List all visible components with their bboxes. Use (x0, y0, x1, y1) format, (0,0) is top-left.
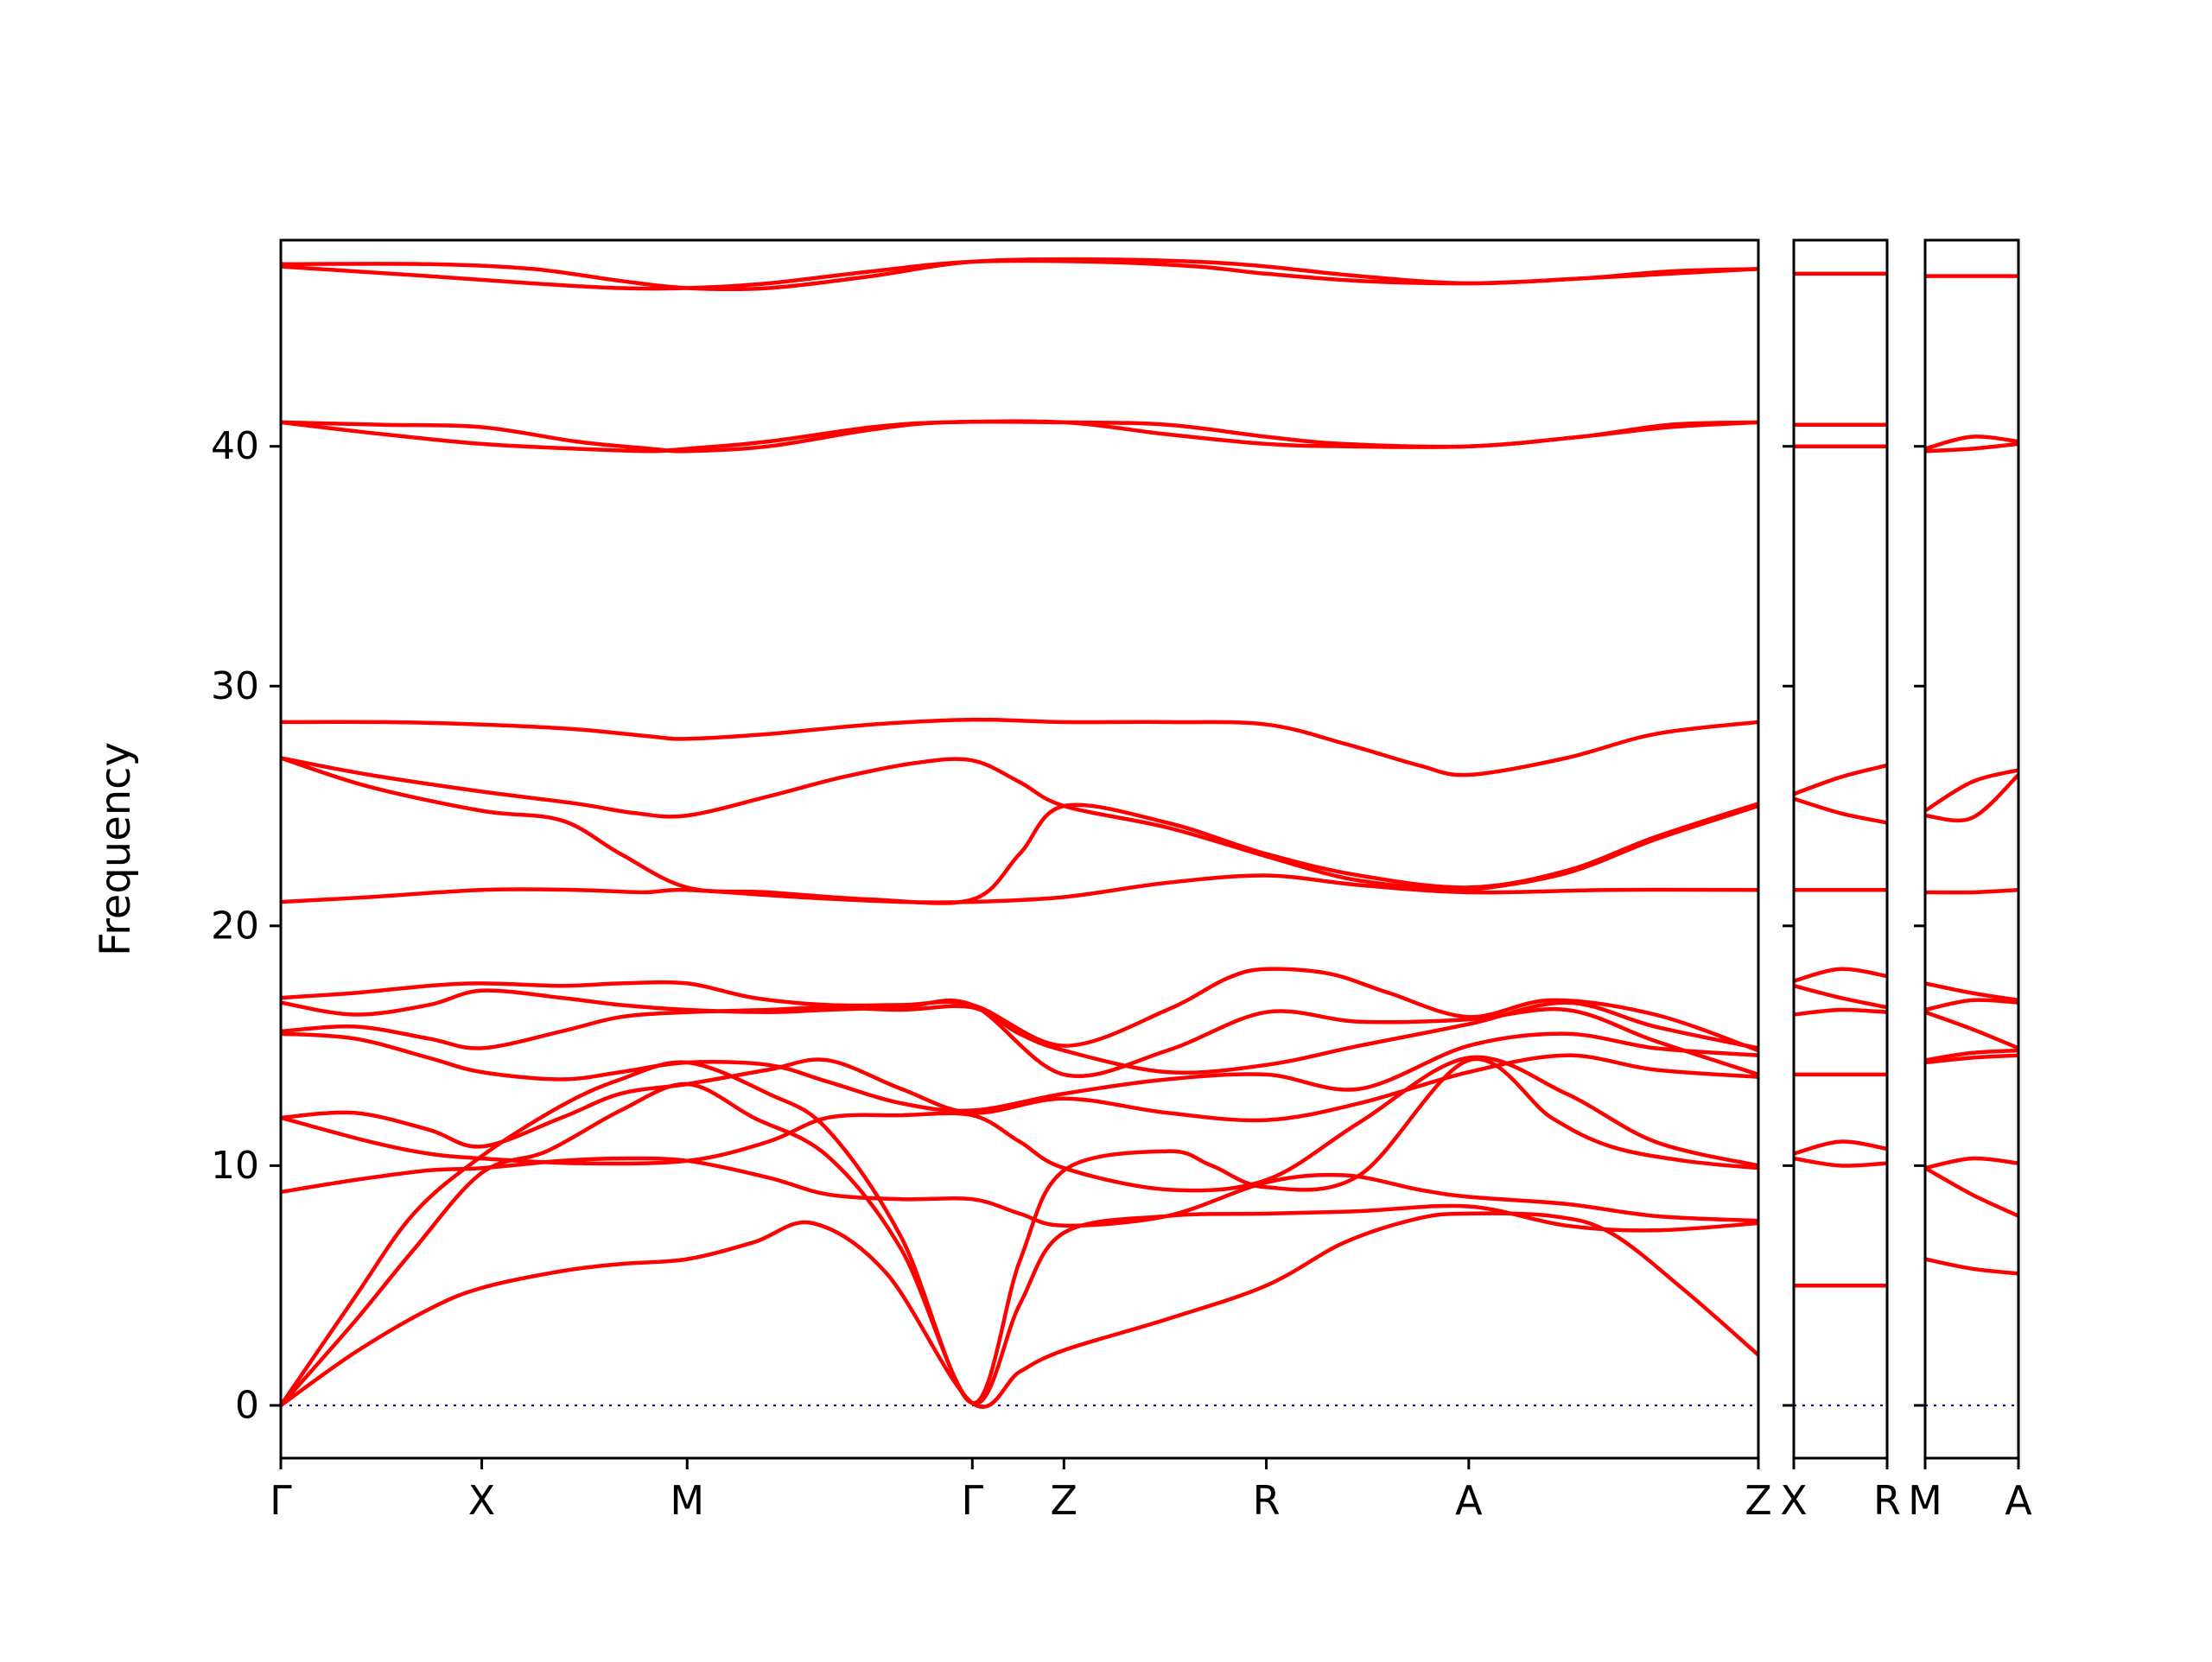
x-tick-label: Γ (270, 1477, 292, 1524)
x-tick-label: R (1253, 1477, 1281, 1524)
band-line (1925, 1257, 2018, 1276)
band-line (1925, 981, 2018, 1003)
x-tick-label: M (1908, 1477, 1942, 1524)
band-line (1925, 998, 2018, 1012)
band-line (281, 1031, 1758, 1113)
x-tick-label: Z (1051, 1477, 1078, 1524)
x-tick-label: A (1455, 1477, 1483, 1524)
band-line (1925, 768, 2018, 813)
band-line (1794, 1007, 1887, 1017)
band-line (1925, 1010, 2018, 1050)
y-tick-label: 20 (211, 904, 259, 948)
band-line (281, 419, 1758, 454)
band-line (1925, 435, 2018, 451)
band-line (1794, 1139, 1887, 1156)
band-line (281, 756, 1758, 893)
band-line (281, 258, 1758, 291)
band-line (1925, 887, 2018, 895)
band-line (281, 1053, 1758, 1149)
band-line (1925, 1048, 2018, 1063)
band-line (281, 1156, 1758, 1228)
y-tick-label: 30 (211, 664, 259, 708)
x-tick-label: M (670, 1477, 704, 1524)
x-tick-label: Z (1745, 1477, 1772, 1524)
y-axis-label: Frequency (92, 742, 140, 956)
band-line (281, 1056, 1758, 1408)
x-tick-label: X (468, 1477, 496, 1524)
band-line (1925, 1165, 2018, 1218)
y-tick-label: 0 (235, 1383, 259, 1427)
band-line (1794, 763, 1887, 796)
band-line (281, 1000, 1758, 1075)
bands-group (1794, 271, 1887, 1288)
band-line (1925, 1156, 2018, 1170)
x-tick-label: X (1780, 1477, 1808, 1524)
panel-main-path: 0 10 20 30 40 Γ X M Γ Z R A Z (211, 238, 1772, 1524)
x-tick-label: Γ (961, 1477, 983, 1524)
band-line (281, 1055, 1758, 1193)
bands-group (1925, 274, 2018, 1276)
band-line (1925, 772, 2018, 823)
x-tick-label: A (2005, 1477, 2032, 1524)
band-line (1925, 441, 2018, 454)
band-line (1794, 967, 1887, 983)
band-line (281, 717, 1758, 777)
y-tick-label: 40 (211, 424, 259, 468)
axes-frame (279, 238, 1760, 1460)
band-line (281, 967, 1758, 1053)
band-line (1925, 1053, 2018, 1065)
band-line (281, 756, 1758, 905)
axes-frame (1923, 238, 2020, 1460)
band-line (1794, 983, 1887, 1010)
y-tick-label: 10 (211, 1144, 259, 1188)
band-line (1794, 1156, 1887, 1168)
x-tick-label: R (1873, 1477, 1901, 1524)
axes-frame (1792, 238, 1889, 1460)
band-line (1794, 796, 1887, 825)
bands-group (281, 257, 1758, 1409)
